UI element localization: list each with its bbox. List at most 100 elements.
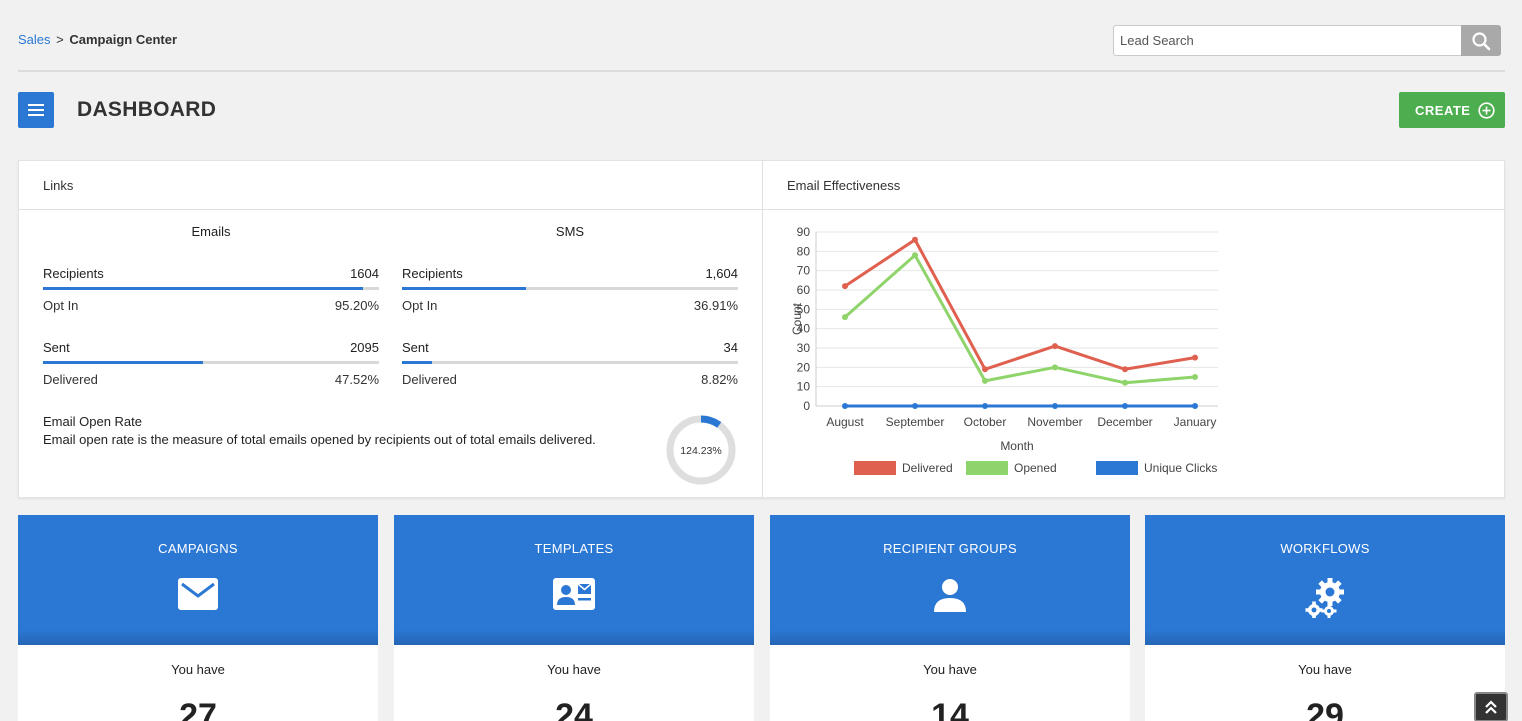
sms-delivered-label: Delivered	[402, 372, 457, 387]
y-tick-label: 30	[797, 341, 811, 355]
email-effectiveness-chart: 0 10 20 30 40 50 60 70 80 90 August September Octobe…	[790, 225, 1218, 475]
card-templates-header: TEMPLATES	[394, 515, 754, 645]
data-point	[1052, 343, 1058, 350]
email-open-rate-donut: 124.23%	[666, 415, 736, 485]
scroll-to-top-button[interactable]	[1474, 692, 1508, 721]
legend-swatch	[1096, 461, 1138, 475]
x-tick-label: November	[1027, 415, 1082, 429]
y-tick-label: 90	[797, 225, 811, 239]
card-campaigns-count: 27	[179, 697, 217, 721]
sms-optin-bar	[402, 287, 738, 290]
sms-sent-row: Sent 34	[402, 340, 738, 355]
emails-optin-bar-fill	[43, 287, 363, 290]
data-point	[912, 403, 918, 409]
breadcrumb-separator: >	[56, 32, 64, 47]
card-campaigns[interactable]: CAMPAIGNS You have 27	[18, 515, 378, 721]
emails-recipients-row: Recipients 1604	[43, 266, 379, 281]
breadcrumb-current: Campaign Center	[69, 32, 178, 47]
y-tick-label: 40	[797, 322, 811, 336]
sms-optin-value: 36.91%	[693, 298, 738, 313]
data-point	[1192, 403, 1198, 409]
card-campaigns-sub: You have	[171, 662, 225, 677]
y-tick-label: 70	[797, 264, 811, 278]
header-divider	[18, 70, 1505, 72]
y-tick-label: 50	[797, 302, 811, 316]
card-workflows[interactable]: WORKFLOWS	[1145, 515, 1505, 721]
create-button[interactable]: CREATE	[1399, 92, 1505, 128]
card-recipient-groups-header: RECIPIENT GROUPS	[770, 515, 1130, 645]
x-axis-label: Month	[1000, 439, 1033, 453]
emails-sent-value: 2095	[350, 340, 379, 355]
sms-delivered-value: 8.82%	[701, 372, 738, 387]
emails-sent-label: Sent	[43, 340, 70, 355]
card-workflows-header: WORKFLOWS	[1145, 515, 1505, 645]
card-templates-count: 24	[555, 697, 593, 721]
panel-header-divider	[19, 209, 1504, 210]
emails-recipients-label: Recipients	[43, 266, 104, 281]
data-point	[1052, 364, 1058, 371]
emails-optin-label: Opt In	[43, 298, 79, 313]
person-icon	[934, 579, 966, 612]
email-open-rate-title: Email Open Rate	[43, 414, 142, 429]
card-recipient-groups-title: RECIPIENT GROUPS	[883, 541, 1017, 556]
envelope-icon	[178, 578, 218, 610]
emails-delivered-bar	[43, 361, 379, 364]
legend-label: Unique Clicks	[1144, 461, 1217, 475]
sms-recipients-row: Recipients 1,604	[402, 266, 738, 281]
data-point	[982, 377, 988, 384]
sms-delivered-bar	[402, 361, 738, 364]
sms-optin-row: Opt In 36.91%	[402, 298, 738, 313]
legend-swatch	[854, 461, 896, 475]
breadcrumb-sales-link[interactable]: Sales	[18, 32, 51, 47]
data-point	[1122, 366, 1128, 373]
menu-button[interactable]	[18, 92, 54, 128]
card-campaigns-title: CAMPAIGNS	[158, 541, 238, 556]
card-campaigns-header: CAMPAIGNS	[18, 515, 378, 645]
stats-panel: Links Email Effectiveness Emails Recipie…	[18, 160, 1505, 498]
emails-sent-row: Sent 2095	[43, 340, 379, 355]
card-recipient-groups-sub: You have	[923, 662, 977, 677]
data-point	[1192, 374, 1198, 380]
sms-heading: SMS	[555, 224, 585, 239]
page-title: DASHBOARD	[77, 98, 217, 121]
donut-arc	[666, 415, 736, 485]
sms-optin-label: Opt In	[402, 298, 438, 313]
sms-recipients-label: Recipients	[402, 266, 463, 281]
links-title: Links	[43, 178, 74, 193]
data-point	[982, 403, 988, 409]
x-tick-label: September	[886, 415, 945, 429]
emails-recipients-value: 1604	[350, 266, 379, 281]
x-tick-label: October	[964, 415, 1007, 429]
contact-card-icon	[553, 578, 595, 610]
emails-heading: Emails	[191, 224, 231, 239]
x-tick-label: December	[1097, 415, 1152, 429]
search-button[interactable]	[1461, 25, 1501, 56]
card-workflows-sub: You have	[1298, 662, 1352, 677]
data-point	[1052, 403, 1058, 409]
double-chevron-up-icon	[1485, 700, 1497, 714]
sms-delivered-bar-fill	[402, 361, 432, 364]
breadcrumb: Sales > Campaign Center	[18, 32, 177, 47]
hamburger-icon	[28, 104, 44, 116]
data-point	[842, 283, 848, 290]
data-point	[912, 236, 918, 243]
sms-sent-value: 34	[723, 340, 738, 355]
y-axis-label: Count	[790, 302, 804, 335]
emails-optin-value: 95.20%	[334, 298, 379, 313]
card-templates-title: TEMPLATES	[534, 541, 614, 556]
gears-icon	[1305, 578, 1344, 618]
data-point	[912, 252, 918, 259]
data-point	[982, 366, 988, 373]
search-icon	[1472, 31, 1491, 50]
card-recipient-groups-count: 14	[931, 697, 969, 721]
sms-delivered-row: Delivered 8.82%	[402, 372, 738, 387]
emails-delivered-row: Delivered 47.52%	[43, 372, 379, 387]
emails-optin-bar	[43, 287, 379, 290]
panel-column-divider	[762, 161, 763, 497]
y-tick-label: 0	[803, 399, 810, 413]
card-recipient-groups[interactable]: RECIPIENT GROUPS You have 14	[770, 515, 1130, 721]
emails-delivered-label: Delivered	[43, 372, 98, 387]
y-tick-label: 80	[797, 244, 811, 258]
lead-search-input[interactable]	[1113, 25, 1461, 56]
card-templates[interactable]: TEMPLATES You have 24	[394, 515, 754, 721]
